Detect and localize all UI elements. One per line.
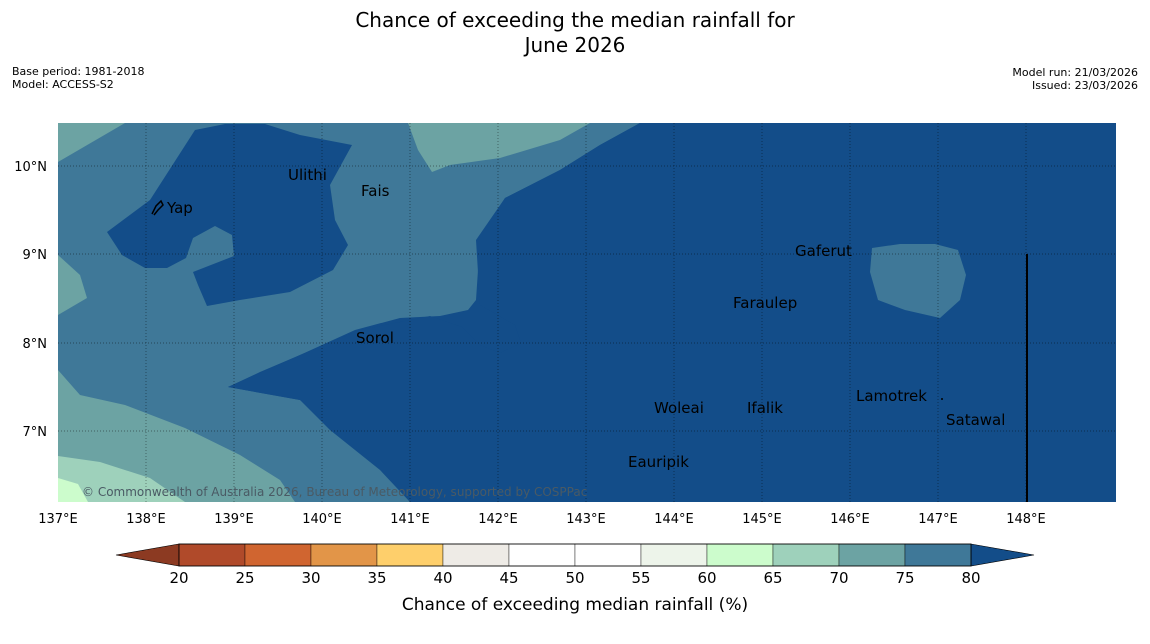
probability-region-70-75-west xyxy=(58,255,87,315)
colorbar-tick-label: 40 xyxy=(433,569,452,587)
colorbar-tick-label: 30 xyxy=(301,569,320,587)
gridlines xyxy=(58,123,1116,502)
lon-tick-label: 146°E xyxy=(830,512,870,527)
place-label-woleai: Woleai xyxy=(654,399,704,417)
title-line-2: June 2026 xyxy=(524,33,626,57)
colorbar-segment xyxy=(376,543,444,567)
lon-tick-label: 143°E xyxy=(566,512,606,527)
place-labels: Yap Ulithi Fais Gaferut Faraulep Sorol W… xyxy=(166,166,1005,471)
copyright-notice: © Commonwealth of Australia 2026, Bureau… xyxy=(82,485,587,499)
probability-region-80-plus-east xyxy=(228,123,1116,502)
colorbar-segment xyxy=(706,543,774,567)
colorbar-tick-label: 25 xyxy=(235,569,254,587)
colorbar-segment xyxy=(508,543,576,567)
place-label-gaferut: Gaferut xyxy=(795,242,852,260)
colorbar-segment xyxy=(904,543,972,567)
lat-tick-label: 8°N xyxy=(23,337,48,352)
base-period: Base period: 1981-2018 xyxy=(12,65,145,78)
lon-tick-label: 141°E xyxy=(390,512,430,527)
lat-tick-label: 9°N xyxy=(23,248,48,263)
place-label-lamotrek: Lamotrek xyxy=(856,387,927,405)
issued-date: Issued: 23/03/2026 xyxy=(1031,79,1138,92)
colorbar-segment xyxy=(244,543,312,567)
colorbar-tick-labels: 20 25 30 35 40 45 50 55 60 65 70 75 80 xyxy=(169,569,980,587)
title-line-1: Chance of exceeding the median rainfall … xyxy=(355,8,795,32)
lat-tick-label: 10°N xyxy=(14,160,47,175)
lamotrek-islet-dot xyxy=(941,398,943,400)
colorbar-tick-label: 60 xyxy=(697,569,716,587)
colorbar-segment xyxy=(838,543,906,567)
model-run: Model run: 21/03/2026 xyxy=(1012,66,1138,79)
model-name: Model: ACCESS-S2 xyxy=(12,78,114,91)
colorbar-tick-label: 70 xyxy=(829,569,848,587)
colorbar-low-extension xyxy=(115,543,180,567)
meta-right: Model run: 21/03/2026 Issued: 23/03/2026 xyxy=(1012,66,1138,92)
colorbar-segment xyxy=(574,543,642,567)
colorbar-tick-label: 20 xyxy=(169,569,188,587)
probability-region-65-70 xyxy=(58,456,185,502)
colorbar-tick-label: 45 xyxy=(499,569,518,587)
lon-tick-label: 147°E xyxy=(918,512,958,527)
lon-tick-label: 137°E xyxy=(38,512,78,527)
place-label-faraulep: Faraulep xyxy=(733,294,797,312)
place-label-fais: Fais xyxy=(361,182,390,200)
place-label-eauripik: Eauripik xyxy=(628,453,689,471)
lon-tick-label: 148°E xyxy=(1006,512,1046,527)
colorbar-tick-label: 80 xyxy=(961,569,980,587)
lon-tick-label: 142°E xyxy=(478,512,518,527)
probability-region-80-plus-north xyxy=(107,124,352,306)
colorbar-tick-label: 35 xyxy=(367,569,386,587)
probability-region-75-80-east-patch xyxy=(870,244,966,318)
colorbar-segment xyxy=(442,543,510,567)
yap-island-outline xyxy=(151,199,164,216)
colorbar-tick-label: 55 xyxy=(631,569,650,587)
colorbar-segment xyxy=(640,543,708,567)
meta-left: Base period: 1981-2018 Model: ACCESS-S2 xyxy=(12,65,144,91)
map-plot-area: Yap Ulithi Fais Gaferut Faraulep Sorol W… xyxy=(58,123,1116,502)
place-label-satawal: Satawal xyxy=(946,411,1005,429)
lon-tick-label: 140°E xyxy=(302,512,342,527)
place-label-yap: Yap xyxy=(166,199,193,217)
lat-tick-label: 7°N xyxy=(23,425,48,440)
colorbar-high-extension xyxy=(970,543,1035,567)
colorbar-tick-label: 75 xyxy=(895,569,914,587)
latitude-axis: 10°N 9°N 8°N 7°N xyxy=(14,160,47,440)
colorbar-segment xyxy=(772,543,840,567)
lon-tick-label: 144°E xyxy=(654,512,694,527)
longitude-axis: 137°E 138°E 139°E 140°E 141°E 142°E 143°… xyxy=(38,512,1046,527)
colorbar: 20 25 30 35 40 45 50 55 60 65 70 75 80 Chance of exc… xyxy=(115,543,1035,615)
colorbar-frame xyxy=(178,543,972,567)
chart-title: Chance of exceeding the median rainfall … xyxy=(0,8,1150,58)
colorbar-segment xyxy=(310,543,378,567)
colorbar-segment xyxy=(178,543,246,567)
lon-tick-label: 138°E xyxy=(126,512,166,527)
probability-region-60-65 xyxy=(58,478,88,502)
lon-tick-label: 145°E xyxy=(742,512,782,527)
colorbar-segments xyxy=(178,543,972,567)
colorbar-tick-label: 50 xyxy=(565,569,584,587)
place-label-ulithi: Ulithi xyxy=(288,166,327,184)
colorbar-title: Chance of exceeding median rainfall (%) xyxy=(402,595,748,615)
probability-region-70-75-north-2 xyxy=(408,123,590,172)
colorbar-tick-label: 65 xyxy=(763,569,782,587)
lon-tick-label: 139°E xyxy=(214,512,254,527)
place-label-sorol: Sorol xyxy=(356,329,394,347)
place-label-ifalik: Ifalik xyxy=(747,399,783,417)
probability-region-70-75-north xyxy=(58,123,125,162)
